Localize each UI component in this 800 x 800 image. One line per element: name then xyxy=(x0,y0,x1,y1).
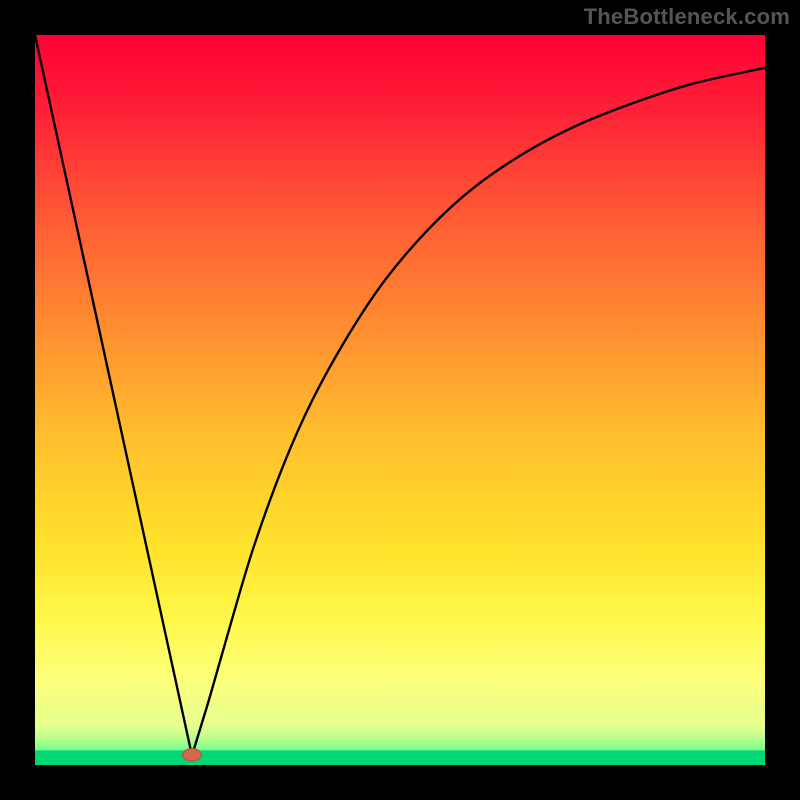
plot-area xyxy=(35,35,765,765)
plot-svg xyxy=(35,35,765,765)
watermark-text: TheBottleneck.com xyxy=(584,4,790,30)
gradient-background xyxy=(35,35,765,765)
bottom-band xyxy=(35,750,765,765)
min-marker xyxy=(182,749,201,761)
chart-frame: TheBottleneck.com xyxy=(0,0,800,800)
